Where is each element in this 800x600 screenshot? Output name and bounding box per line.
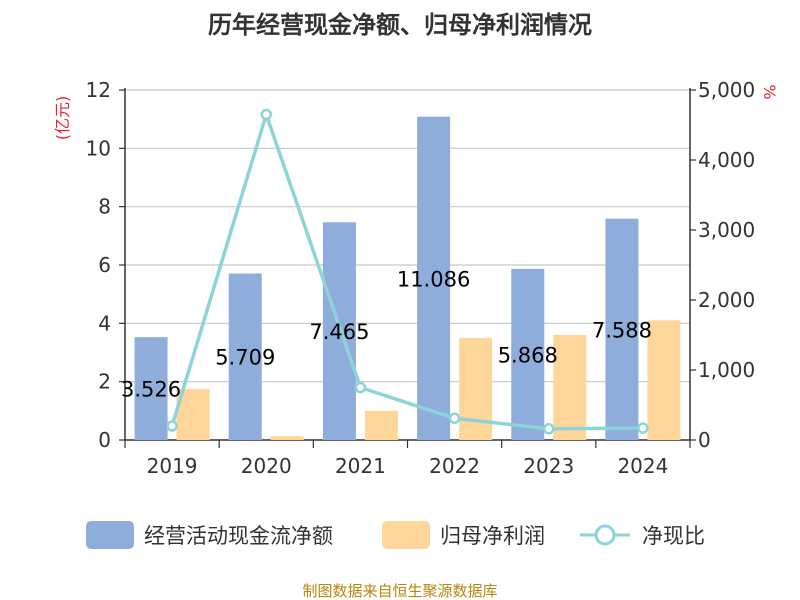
legend-label-profit: 归母净利润	[440, 524, 545, 548]
profit-bar	[647, 320, 681, 440]
x-tick-label: 2022	[429, 454, 480, 478]
x-axis: 2019 2020 2021 2022 2023 2024	[124, 439, 691, 478]
source-note: 制图数据来自恒生聚源数据库	[302, 582, 497, 600]
ratio-line	[166, 108, 649, 435]
x-tick-label: 2021	[335, 454, 386, 478]
x-tick-label: 2023	[523, 454, 574, 478]
ratio-polyline	[170, 112, 643, 431]
left-tick-label: 2	[98, 370, 111, 394]
right-tick-label: 3,000	[698, 218, 755, 242]
cashflow-data-label: 7.465	[309, 320, 369, 344]
profit-bar	[459, 337, 493, 440]
ratio-point	[637, 422, 649, 434]
cashflow-bar	[134, 337, 168, 440]
legend-swatch-cashflow	[86, 521, 134, 549]
left-tick-label: 6	[98, 253, 111, 277]
right-axis-unit: %	[760, 84, 779, 99]
x-tick-label: 2024	[617, 454, 668, 478]
x-tick-label: 2019	[147, 454, 198, 478]
x-tick-label: 2020	[241, 454, 292, 478]
data-labels: 3.526 5.709 7.465 11.086 5.868 7.588	[121, 267, 652, 401]
cashflow-data-label: 5.868	[498, 343, 558, 367]
cashflow-data-label: 11.086	[397, 267, 470, 291]
profit-bar	[270, 436, 304, 440]
ratio-point	[260, 108, 272, 121]
left-tick-label: 10	[86, 136, 111, 160]
right-axis: 0 1,000 2,000 3,000 4,000 5,000	[689, 78, 755, 452]
ratio-point	[543, 423, 555, 435]
left-tick-label: 12	[86, 78, 111, 102]
right-tick-label: 2,000	[698, 288, 755, 312]
legend-label-ratio: 净现比	[642, 524, 705, 548]
cashflow-bar	[228, 273, 262, 440]
chart-title: 历年经营现金净额、归母净利润情况	[208, 11, 592, 39]
cashflow-data-label: 7.588	[592, 318, 652, 342]
cashflow-bar	[417, 116, 451, 441]
left-tick-label: 8	[98, 195, 111, 219]
profit-bar	[553, 335, 587, 440]
cashflow-bar	[511, 268, 545, 440]
left-tick-label: 0	[98, 428, 111, 452]
left-tick-label: 4	[98, 311, 111, 335]
cashflow-bar	[605, 218, 639, 440]
right-tick-label: 4,000	[698, 148, 755, 172]
left-axis-unit: (亿元)	[53, 96, 72, 141]
ratio-point	[166, 420, 178, 432]
bars	[134, 116, 681, 441]
ratio-point	[354, 381, 367, 394]
right-tick-label: 0	[698, 428, 711, 452]
right-tick-label: 5,000	[698, 78, 755, 102]
cashflow-data-label: 3.526	[121, 378, 181, 402]
cashflow-data-label: 5.709	[215, 346, 275, 370]
legend-marker-ratio	[594, 524, 616, 546]
profit-bar	[364, 410, 398, 440]
right-tick-label: 1,000	[698, 358, 755, 382]
legend-label-cashflow: 经营活动现金流净额	[144, 524, 333, 548]
legend: 经营活动现金流净额 归母净利润 净现比	[86, 521, 705, 549]
left-axis: 0 2 4 6 8 10 12	[86, 78, 126, 452]
ratio-point	[448, 412, 461, 425]
legend-swatch-profit	[382, 521, 430, 549]
